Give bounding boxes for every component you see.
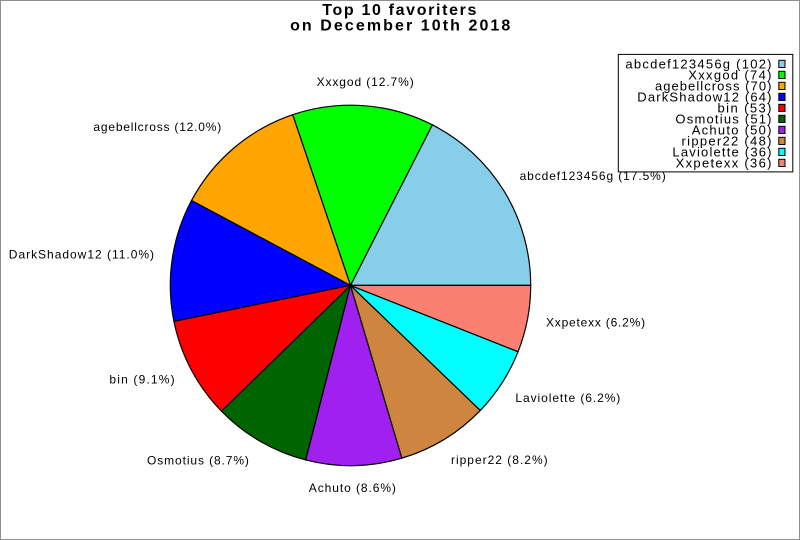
svg-text:Xxpetexx (6.2%): Xxpetexx (6.2%) (546, 316, 645, 330)
svg-text:DarkShadow12 (11.0%): DarkShadow12 (11.0%) (9, 248, 154, 262)
svg-text:Xxpetexx (36): Xxpetexx (36) (676, 155, 772, 170)
svg-text:abcdef123456g (17.5%): abcdef123456g (17.5%) (520, 169, 666, 183)
svg-text:Laviolette (6.2%): Laviolette (6.2%) (515, 391, 620, 405)
svg-text:agebellcross (70): agebellcross (70) (655, 78, 772, 93)
svg-text:Achuto (50): Achuto (50) (692, 122, 772, 137)
svg-text:agebellcross (12.0%): agebellcross (12.0%) (93, 120, 221, 134)
svg-text:Osmotius (8.7%): Osmotius (8.7%) (147, 453, 249, 467)
svg-text:on December 10th 2018: on December 10th 2018 (290, 17, 510, 34)
svg-text:Achuto (8.6%): Achuto (8.6%) (309, 481, 396, 495)
svg-text:bin (9.1%): bin (9.1%) (109, 373, 174, 387)
svg-text:ripper22 (8.2%): ripper22 (8.2%) (451, 453, 548, 467)
svg-text:DarkShadow12 (64): DarkShadow12 (64) (637, 89, 771, 104)
svg-text:Laviolette (36): Laviolette (36) (672, 144, 771, 159)
svg-text:bin (53): bin (53) (718, 100, 772, 115)
svg-text:Top 10 favoriters: Top 10 favoriters (322, 2, 476, 19)
svg-text:Xxxgod (12.7%): Xxxgod (12.7%) (317, 75, 414, 89)
svg-text:Osmotius (51): Osmotius (51) (675, 111, 771, 126)
